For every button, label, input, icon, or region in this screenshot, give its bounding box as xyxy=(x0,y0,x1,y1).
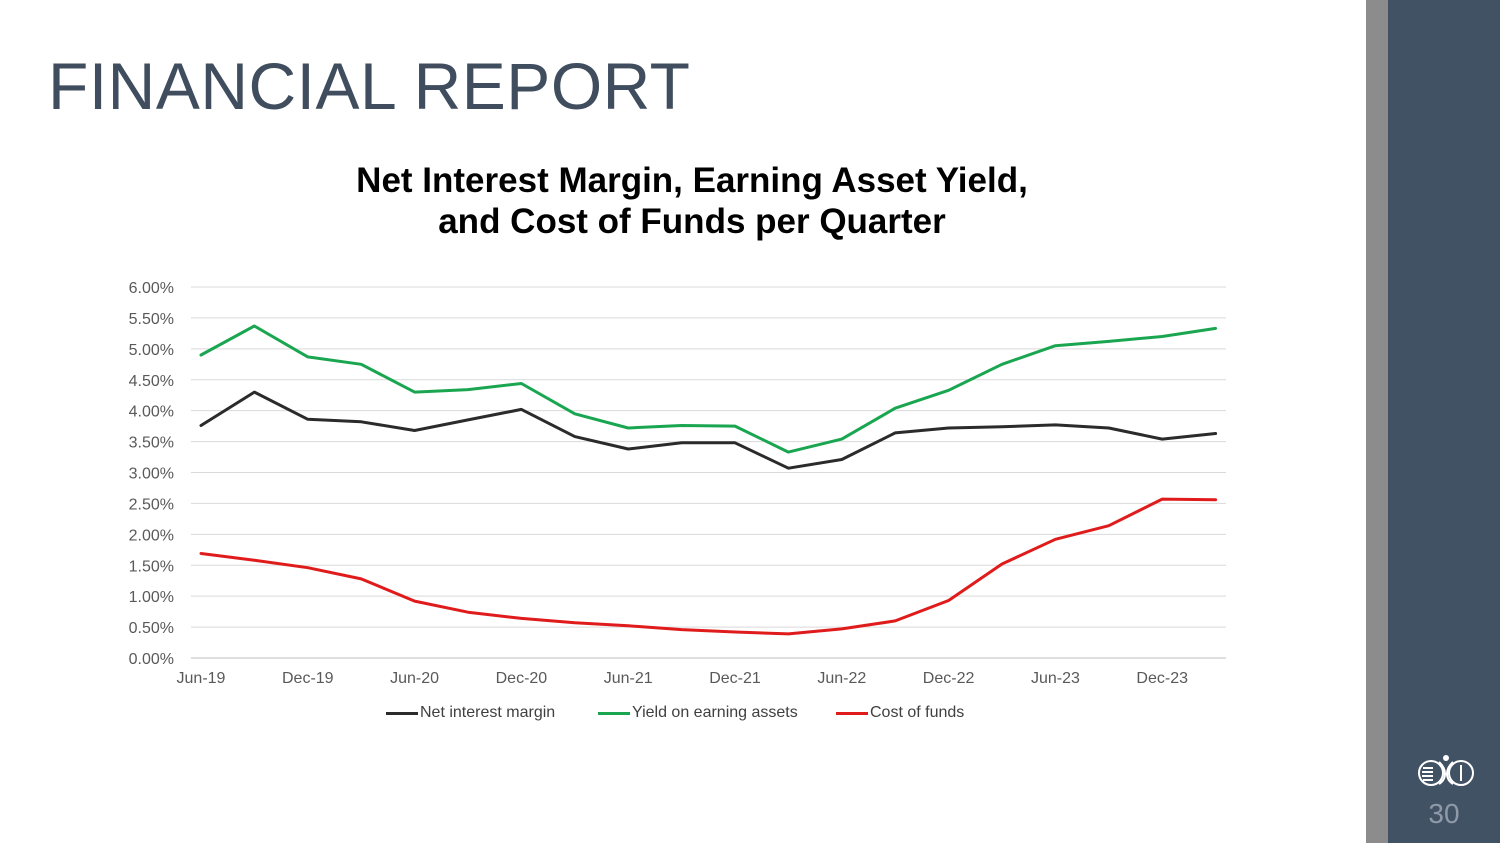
y-tick-label: 5.50% xyxy=(129,311,174,328)
legend-item: Net interest margin xyxy=(386,700,555,726)
series-line-3 xyxy=(199,497,1218,636)
y-tick-label: 0.00% xyxy=(129,651,174,668)
y-tick-label: 1.50% xyxy=(129,558,174,575)
y-tick-label: 6.00% xyxy=(129,280,174,297)
page-number: 30 xyxy=(1428,798,1460,829)
slide-title: FINANCIAL REPORT xyxy=(48,49,691,123)
legend-label: Yield on earning assets xyxy=(632,704,798,721)
y-tick-label: 4.50% xyxy=(129,373,174,390)
legend-item: Yield on earning assets xyxy=(598,700,798,726)
y-tick-label: 4.00% xyxy=(129,404,174,421)
chart-legend: Net interest margin Yield on earning asse… xyxy=(0,700,1366,726)
sidebar-panel xyxy=(1388,0,1500,843)
line-chart: 0.00% 0.50% 1.00% 1.50% 2.00% 2.50% 3.00% 3.50%… xyxy=(129,280,1226,687)
x-tick-label: Jun-21 xyxy=(604,670,653,687)
legend-item: Cost of funds xyxy=(836,700,964,726)
series-line-2 xyxy=(199,324,1218,454)
company-logo-icon xyxy=(1418,755,1474,786)
x-tick-label: Dec-22 xyxy=(923,670,975,687)
chart-title-line-2: and Cost of Funds per Quarter xyxy=(438,202,946,241)
y-tick-label: 2.00% xyxy=(129,527,174,544)
x-tick-label: Dec-23 xyxy=(1136,670,1188,687)
x-tick-label: Jun-22 xyxy=(817,670,866,687)
y-tick-label: 3.00% xyxy=(129,466,174,483)
y-tick-label: 5.00% xyxy=(129,342,174,359)
y-tick-label: 2.50% xyxy=(129,496,174,513)
x-tick-label: Dec-19 xyxy=(282,670,334,687)
y-tick-label: 1.00% xyxy=(129,589,174,606)
legend-swatch xyxy=(836,711,868,715)
x-tick-label: Jun-20 xyxy=(390,670,439,687)
y-tick-label: 3.50% xyxy=(129,435,174,452)
x-tick-label: Dec-21 xyxy=(709,670,761,687)
legend-label: Cost of funds xyxy=(870,704,965,721)
series-line-1 xyxy=(199,390,1218,470)
chart-title: Net Interest Margin, Earning Asset Yield… xyxy=(240,160,1144,242)
x-tick-label: Jun-19 xyxy=(177,670,226,687)
y-tick-label: 0.50% xyxy=(129,620,174,637)
x-tick-label: Jun-23 xyxy=(1031,670,1080,687)
chart-title-line-1: Net Interest Margin, Earning Asset Yield… xyxy=(356,161,1028,200)
sidebar-accent-stripe xyxy=(1366,0,1388,843)
legend-label: Net interest margin xyxy=(420,704,556,721)
legend-swatch xyxy=(598,711,630,715)
legend-swatch xyxy=(386,711,418,715)
x-tick-label: Dec-20 xyxy=(496,670,548,687)
